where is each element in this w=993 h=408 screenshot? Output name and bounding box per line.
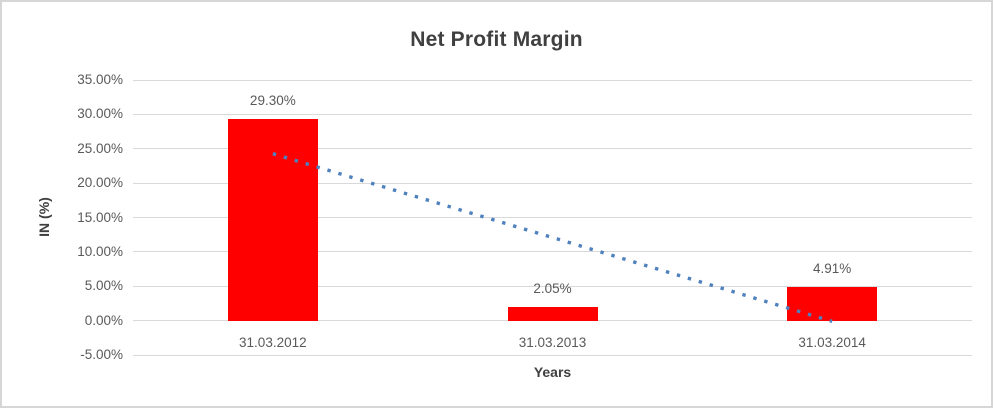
gridline <box>133 79 972 81</box>
gridline <box>133 113 972 115</box>
gridline <box>133 148 972 150</box>
chart-title: Net Profit Margin <box>410 28 583 51</box>
y-tick-label: 30.00% <box>77 106 123 122</box>
y-tick-label: 10.00% <box>77 243 123 259</box>
bar-data-label: 4.91% <box>813 260 852 276</box>
y-tick-label: 15.00% <box>77 209 123 225</box>
bar <box>507 306 598 321</box>
bar <box>787 286 878 321</box>
x-axis-title: Years <box>533 364 572 380</box>
x-category-label: 31.03.2012 <box>239 334 307 350</box>
y-tick-label: 25.00% <box>77 140 123 156</box>
x-category-label: 31.03.2014 <box>798 334 866 350</box>
y-tick-label: -5.00% <box>80 347 123 362</box>
x-category-label: 31.03.2013 <box>518 334 587 350</box>
gridline <box>133 354 972 356</box>
y-tick-label: 35.00% <box>77 72 123 87</box>
bar-data-label: 29.30% <box>249 93 296 109</box>
bar-data-label: 2.05% <box>533 280 572 296</box>
y-tick-label: 0.00% <box>84 312 123 328</box>
y-tick-label: 5.00% <box>84 278 123 294</box>
bar <box>227 119 318 321</box>
y-tick-label: 20.00% <box>77 175 123 191</box>
